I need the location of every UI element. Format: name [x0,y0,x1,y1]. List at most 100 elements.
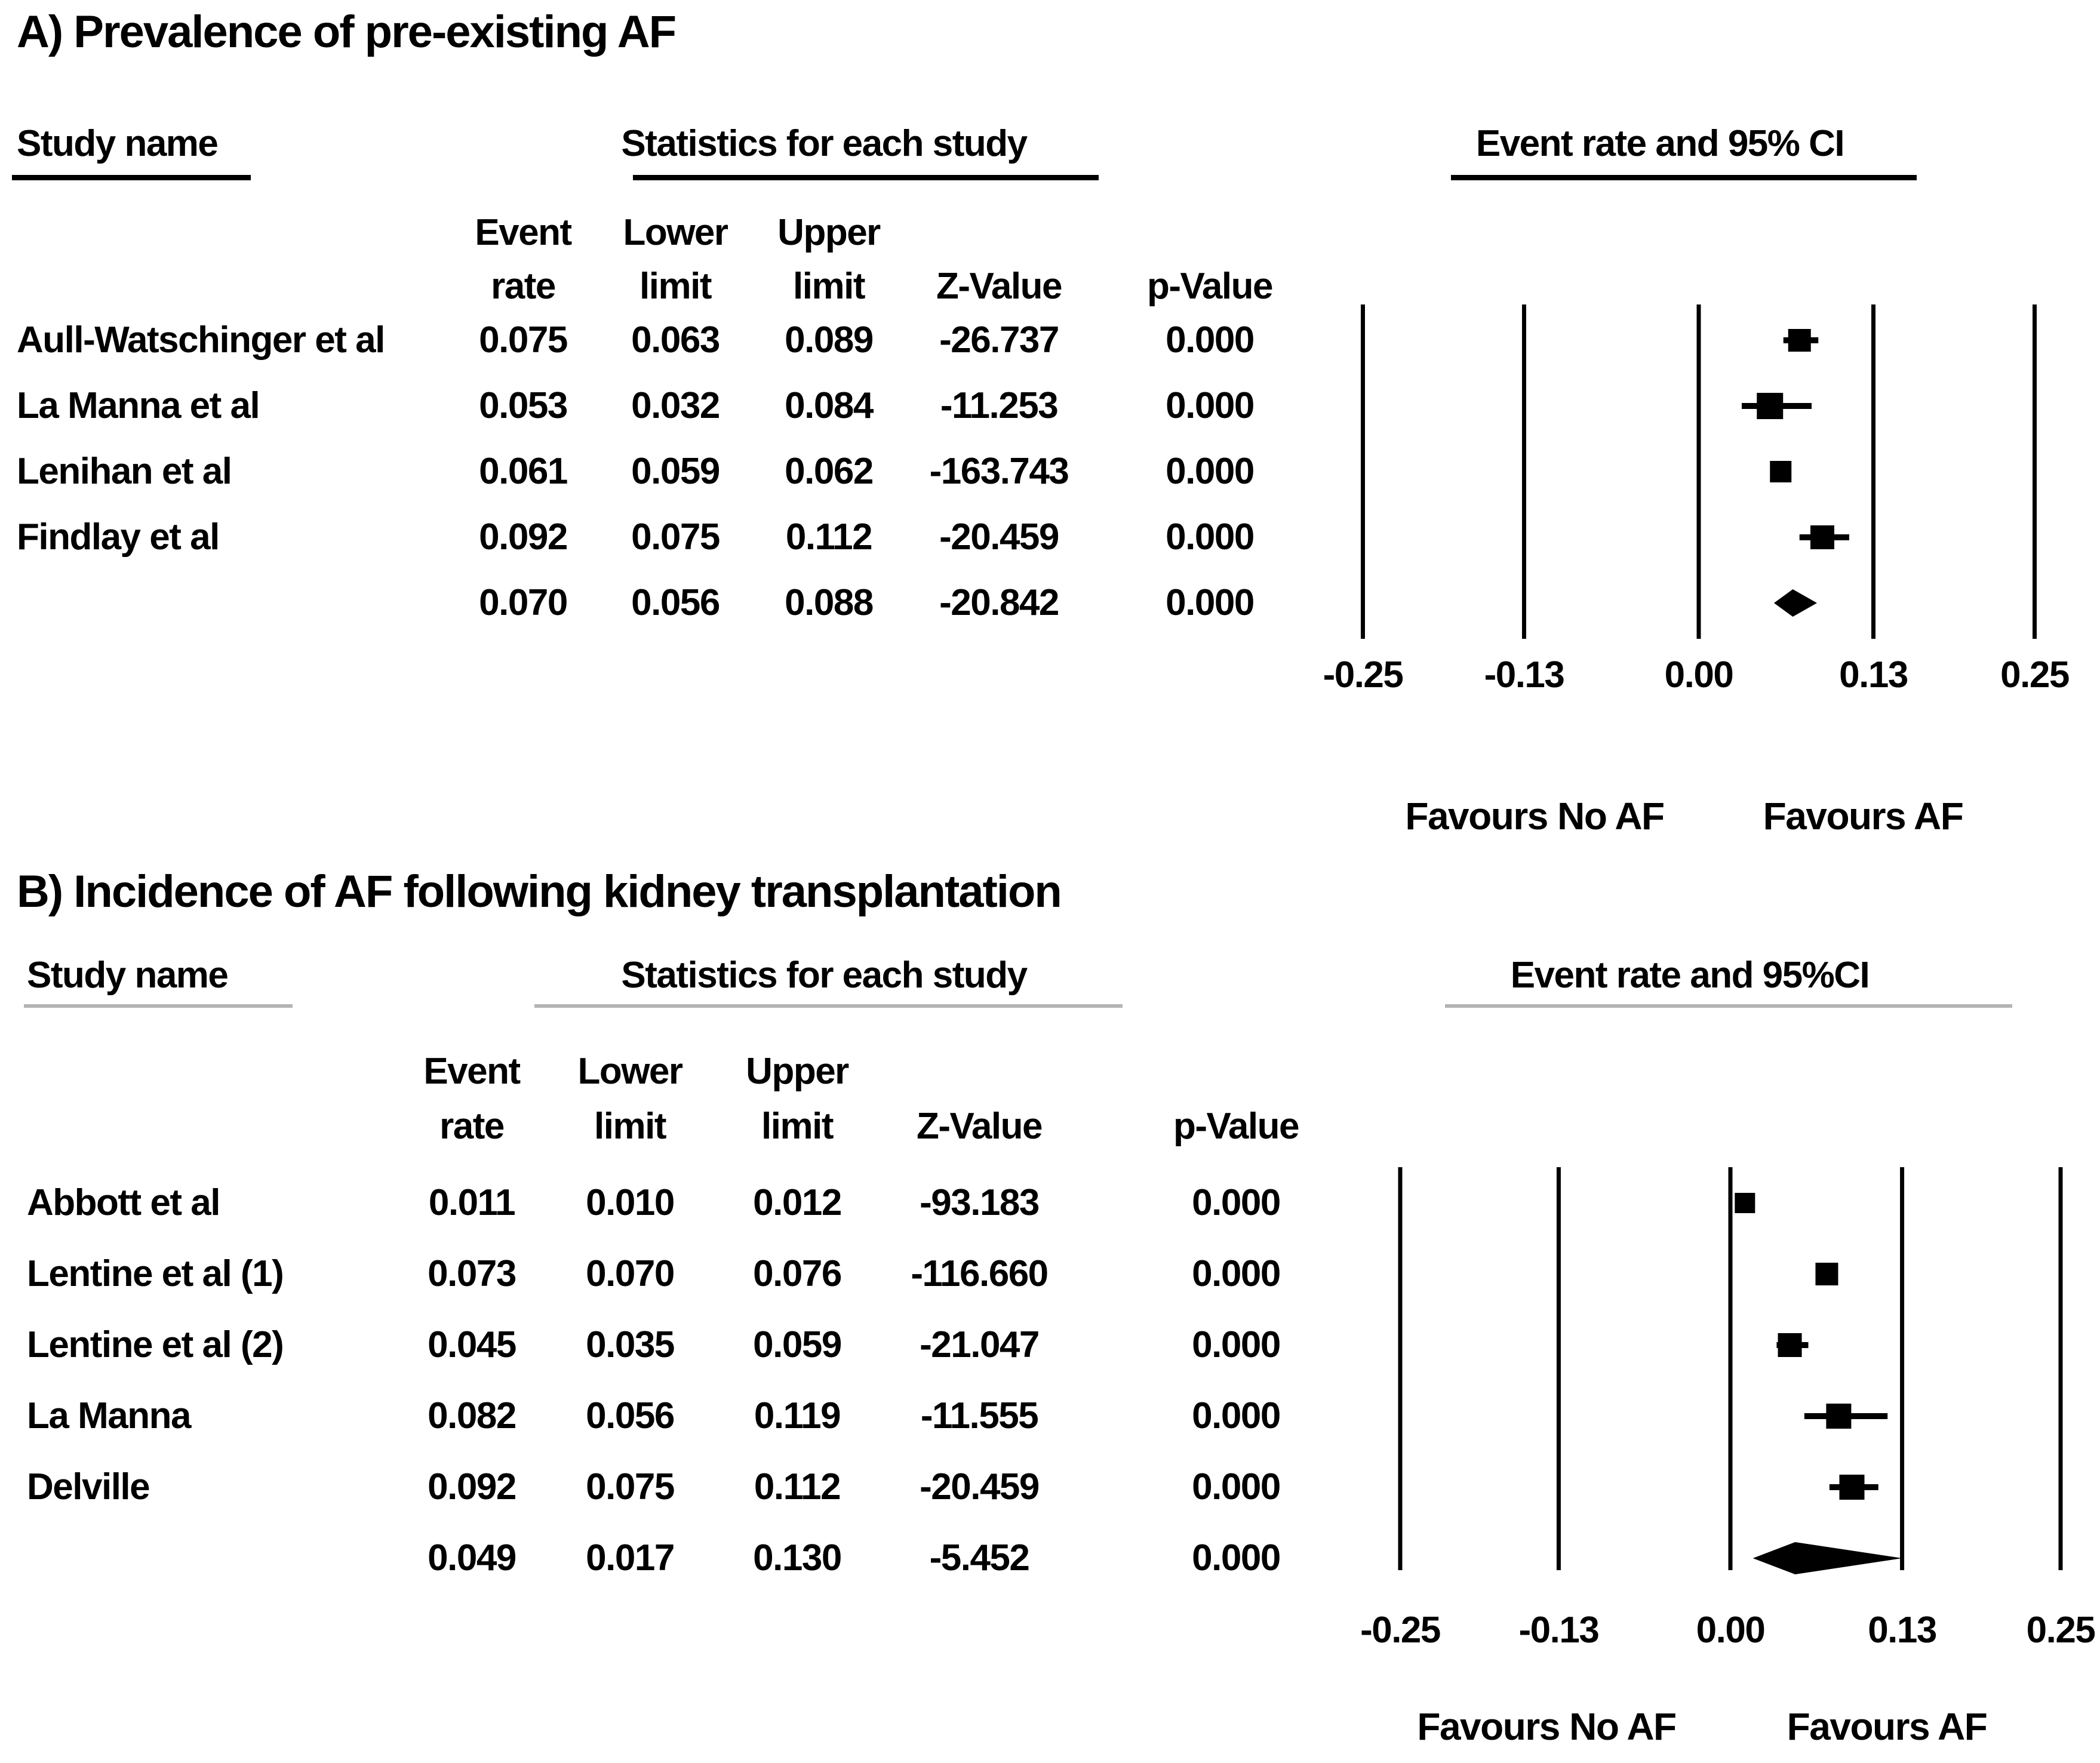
upper-limit-cell: 0.059 [753,1324,842,1365]
subheader-upper: Upper [777,212,881,253]
favours-left-label: Favours No AF [1417,1705,1677,1748]
statistics-underline [534,1004,1123,1008]
subheader-p-value: p-Value [1173,1106,1300,1147]
z-value-cell: -26.737 [939,319,1059,361]
event-rate-ci-underline [1451,175,1917,180]
statistics-underline [633,175,1099,180]
subheader-event: Event [423,1051,521,1092]
event-rate-cell: 0.053 [479,385,568,426]
x-tick-label: 0.00 [1664,654,1734,696]
x-tick-label: -0.25 [1360,1610,1441,1651]
lower-limit-cell: 0.070 [586,1253,675,1294]
p-value-cell: 0.000 [1166,385,1255,426]
upper-limit-cell: 0.089 [785,319,874,361]
event-rate-cell: 0.075 [479,319,568,361]
favours-right-label: Favours AF [1787,1705,1988,1748]
upper-limit-cell: 0.119 [754,1395,841,1436]
z-value-cell: -116.660 [911,1253,1049,1294]
p-value-cell: 0.000 [1192,1395,1281,1436]
study-point-square [1810,525,1834,549]
upper-limit-cell: 0.088 [785,582,874,623]
panel-a-title: A) Prevalence of pre-existing AF [17,7,677,57]
study-name-cell: Lenihan et al [17,451,232,492]
upper-limit-cell: 0.112 [754,1466,841,1507]
subheader-z-value: Z-Value [916,1106,1043,1147]
z-value-cell: -93.183 [920,1182,1040,1223]
panel-b: B) Incidence of AF following kidney tran… [0,866,2100,1763]
study-name-cell: Aull-Watschinger et al [17,319,385,361]
study-point-square [1788,329,1811,352]
subheader-limit: limit [594,1106,666,1147]
p-value-cell: 0.000 [1166,582,1255,623]
subheader-limit: limit [793,266,865,307]
study-point-square [1815,1263,1838,1285]
subheader-lower: Lower [623,212,728,253]
x-tick-label: -0.25 [1323,654,1404,696]
p-value-cell: 0.000 [1166,516,1255,558]
p-value-cell: 0.000 [1166,451,1255,492]
event-rate-ci-underline [1445,1004,2012,1008]
p-value-cell: 0.000 [1192,1466,1281,1507]
lower-limit-cell: 0.075 [586,1466,675,1507]
study-point-square [1778,1333,1802,1357]
forest-plot-a [1361,304,2037,639]
study-name-underline [24,1004,293,1008]
study-name-cell: Abbott et al [27,1182,220,1223]
panel-b-title: B) Incidence of AF following kidney tran… [17,866,1062,917]
study-name-cell: Findlay et al [17,516,220,558]
study-point-square [1826,1404,1852,1429]
x-tick-label: -0.13 [1518,1610,1600,1651]
subheader-p-value: p-Value [1146,266,1274,307]
x-tick-label: 0.13 [1839,654,1908,696]
subheader-rate: rate [491,266,556,307]
subheader-limit: limit [761,1106,834,1147]
p-value-cell: 0.000 [1192,1324,1281,1365]
statistics-header: Statistics for each study [621,123,1028,164]
lower-limit-cell: 0.056 [631,582,720,623]
panel-a: A) Prevalence of pre-existing AF Study n… [0,0,2100,866]
p-value-cell: 0.000 [1192,1537,1281,1579]
p-value-cell: 0.000 [1166,319,1255,361]
study-point-square [1839,1475,1865,1500]
z-value-cell: -20.842 [939,582,1059,623]
x-tick-label: 0.25 [2000,654,2070,696]
upper-limit-cell: 0.112 [785,516,873,558]
study-name-cell: Lentine et al (2) [27,1324,284,1365]
event-rate-cell: 0.049 [428,1537,516,1579]
favours-left-label: Favours No AF [1405,795,1665,838]
z-value-cell: -163.743 [929,451,1069,492]
subheader-upper: Upper [746,1051,849,1092]
event-rate-cell: 0.061 [479,451,568,492]
study-name-underline [12,175,251,180]
event-rate-cell: 0.073 [428,1253,516,1294]
subheader-lower: Lower [577,1051,683,1092]
event-rate-cell: 0.011 [428,1182,516,1223]
study-name-cell: La Manna et al [17,385,260,426]
upper-limit-cell: 0.084 [785,385,874,426]
event-rate-cell: 0.082 [428,1395,516,1436]
lower-limit-cell: 0.017 [586,1537,675,1579]
upper-limit-cell: 0.076 [753,1253,842,1294]
study-name-header: Study name [17,123,219,164]
statistics-header: Statistics for each study [621,955,1028,996]
event-rate-ci-header: Event rate and 95% CI [1475,123,1845,164]
event-rate-ci-header: Event rate and 95%CI [1510,955,1870,996]
study-point-square [1757,393,1784,419]
study-name-header: Study name [27,955,229,996]
lower-limit-cell: 0.056 [586,1395,675,1436]
event-rate-cell: 0.092 [428,1466,516,1507]
z-value-cell: -21.047 [920,1324,1040,1365]
study-name-cell: Delville [27,1466,150,1507]
z-value-cell: -11.555 [920,1395,1039,1436]
study-name-cell: Lentine et al (1) [27,1253,284,1294]
event-rate-cell: 0.092 [479,516,568,558]
favours-right-label: Favours AF [1763,795,1964,838]
event-rate-cell: 0.045 [428,1324,516,1365]
study-point-square [1735,1193,1755,1213]
study-point-square [1770,461,1792,482]
z-value-cell: -11.253 [940,385,1059,426]
lower-limit-cell: 0.035 [586,1324,675,1365]
study-name-cell: La Manna [27,1395,191,1436]
p-value-cell: 0.000 [1192,1182,1281,1223]
